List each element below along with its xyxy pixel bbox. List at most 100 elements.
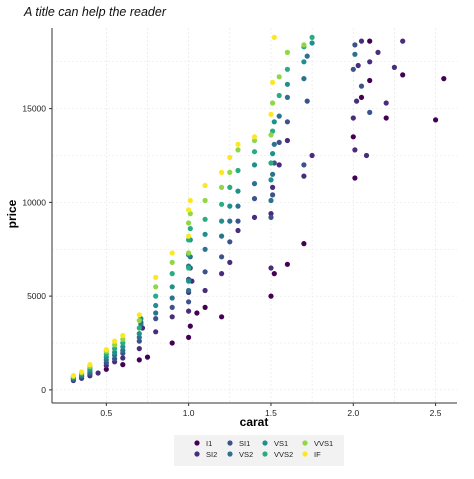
data-point: [227, 259, 233, 265]
data-point: [301, 42, 307, 48]
data-point: [186, 308, 192, 314]
data-point: [120, 362, 126, 368]
legend-key: [302, 451, 308, 457]
data-point: [202, 304, 208, 310]
data-point: [202, 182, 208, 189]
data-point: [301, 162, 307, 168]
data-point: [227, 184, 233, 190]
data-point: [153, 316, 159, 322]
data-point: [270, 171, 276, 177]
data-point: [354, 98, 360, 104]
data-point: [284, 49, 290, 56]
data-point: [186, 265, 192, 271]
data-point: [219, 271, 225, 277]
data-point: [186, 207, 192, 213]
legend-key: [194, 451, 200, 457]
data-point: [136, 331, 142, 337]
data-point: [136, 338, 142, 344]
legend-key: [194, 440, 200, 446]
data-point: [271, 271, 277, 277]
data-point: [153, 293, 159, 299]
y-tick-label: 0: [41, 385, 46, 395]
data-point: [367, 59, 373, 65]
data-point: [169, 259, 175, 265]
data-point: [187, 226, 193, 232]
data-point: [284, 81, 290, 87]
data-point: [270, 100, 276, 106]
data-point: [367, 109, 373, 115]
data-point: [219, 314, 225, 320]
data-point: [352, 42, 358, 48]
data-point: [358, 38, 365, 44]
data-point: [120, 344, 126, 350]
data-point: [251, 196, 258, 202]
data-point: [270, 79, 276, 85]
data-point: [235, 203, 241, 209]
data-point: [169, 250, 175, 256]
data-point: [251, 149, 258, 155]
data-point: [153, 329, 159, 335]
data-point: [169, 295, 175, 301]
data-point: [284, 261, 290, 267]
data-point: [301, 173, 307, 179]
data-point: [186, 299, 192, 305]
data-point: [219, 201, 225, 207]
data-point: [276, 113, 282, 119]
legend-label: SI1: [239, 439, 250, 448]
data-point: [268, 111, 274, 117]
data-point: [169, 284, 175, 290]
data-point: [400, 72, 406, 78]
axes-layer: 0.5 1.0 1.5 2.0 2.5 0 5000 10000 15000: [22, 28, 457, 418]
data-point: [187, 323, 193, 329]
data-point: [202, 216, 208, 222]
data-point: [309, 34, 315, 41]
data-point: [391, 64, 397, 70]
data-point: [144, 354, 151, 360]
data-point: [79, 369, 85, 375]
data-point: [219, 254, 225, 260]
data-point: [375, 49, 381, 56]
data-point: [87, 362, 93, 368]
data-point: [268, 177, 274, 183]
data-point: [227, 203, 233, 209]
data-point: [103, 366, 109, 372]
x-tick-label: 1.5: [265, 408, 277, 418]
y-axis-title: price: [5, 199, 19, 228]
y-tick-label: 15000: [22, 104, 46, 114]
data-point: [268, 214, 274, 220]
data-point: [363, 152, 370, 159]
data-point: [112, 346, 118, 352]
data-point: [194, 310, 200, 316]
data-point: [350, 115, 356, 121]
data-point: [169, 304, 175, 310]
data-point: [219, 233, 225, 239]
data-point: [219, 184, 225, 190]
data-point: [268, 211, 274, 217]
data-point: [268, 160, 274, 166]
legend-background: [174, 435, 344, 466]
legend-key: [227, 440, 233, 446]
y-tick-label: 5000: [27, 291, 46, 301]
data-point: [352, 51, 358, 57]
legend-key: [262, 451, 268, 457]
data-point: [350, 134, 356, 140]
grid-layer: [52, 28, 457, 403]
data-point: [309, 152, 315, 159]
data-point: [268, 132, 274, 138]
data-point: [235, 167, 241, 174]
data-point: [271, 141, 277, 147]
data-point: [169, 340, 175, 346]
chart-title: A title can help the reader: [23, 5, 167, 19]
data-point: [120, 355, 126, 361]
data-point: [441, 76, 447, 82]
data-point: [112, 338, 118, 344]
legend-label: IF: [314, 450, 321, 459]
x-axis-title: carat: [240, 415, 269, 429]
data-point: [270, 192, 276, 198]
data-point: [355, 62, 361, 69]
data-point: [136, 312, 142, 318]
data-point: [186, 287, 192, 294]
data-point: [153, 284, 159, 290]
x-tick-label: 2.0: [347, 408, 359, 418]
